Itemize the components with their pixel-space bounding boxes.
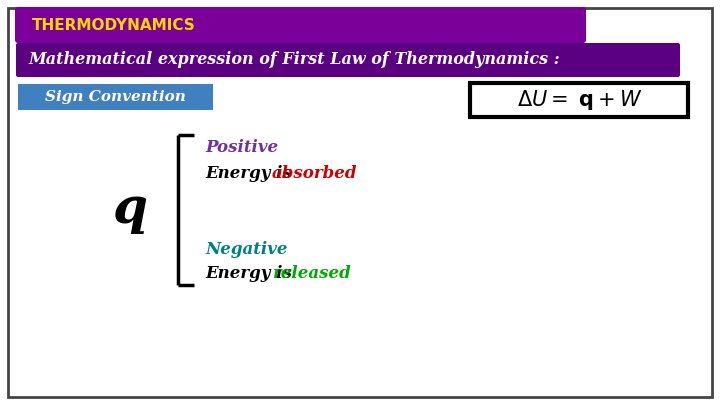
Bar: [470, 83, 688, 117]
FancyBboxPatch shape: [16, 43, 680, 77]
Text: Sign Convention: Sign Convention: [45, 90, 186, 104]
Text: absorbed: absorbed: [272, 164, 358, 181]
Text: Energy is: Energy is: [205, 264, 297, 281]
Text: Energy is: Energy is: [205, 164, 297, 181]
Bar: [18, 84, 213, 110]
Text: $\Delta U = \ \mathit{\mathbf{q}} + W$: $\Delta U = \ \mathit{\mathbf{q}} + W$: [517, 88, 643, 112]
FancyBboxPatch shape: [15, 7, 586, 43]
Text: THERMODYNAMICS: THERMODYNAMICS: [32, 17, 196, 32]
Text: Positive: Positive: [205, 139, 278, 156]
Text: q: q: [112, 185, 148, 234]
Text: released: released: [272, 264, 351, 281]
Text: Negative: Negative: [205, 241, 287, 258]
Text: Mathematical expression of First Law of Thermodynamics :: Mathematical expression of First Law of …: [28, 51, 559, 68]
